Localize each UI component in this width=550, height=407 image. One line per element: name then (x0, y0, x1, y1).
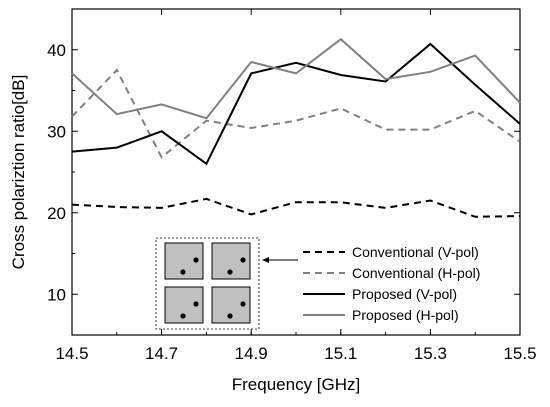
y-tick-label: 40 (47, 41, 66, 60)
series-line-conventional-h-pol (71, 68, 521, 159)
legend-label: Conventional (V-pol) (352, 244, 479, 260)
inset-border (155, 237, 260, 330)
legend-label: Proposed (V-pol) (352, 286, 457, 302)
x-tick-label: 15.1 (324, 344, 357, 363)
x-tick-label: 14.7 (145, 344, 178, 363)
inset-arrow-head (262, 257, 269, 263)
y-tick-label: 30 (47, 122, 66, 141)
feed-point-lower (180, 313, 186, 319)
feed-point-upper (193, 301, 199, 307)
y-axis-title: Cross polariztion ratio[dB] (9, 75, 28, 270)
x-tick-label: 14.9 (235, 344, 268, 363)
antenna-array-layout-icon (155, 237, 298, 330)
legend-label: Proposed (H-pol) (352, 307, 459, 323)
y-tick-label: 10 (47, 285, 66, 304)
series-line-conventional-v-pol (71, 197, 521, 218)
feed-point-lower (227, 313, 233, 319)
series-lines (71, 37, 521, 218)
y-tick-label: 20 (47, 204, 66, 223)
series-line-proposed-h-pol (71, 37, 521, 120)
feed-point-lower (180, 269, 186, 275)
legend: Conventional (V-pol) Conventional (H-pol)… (303, 244, 480, 323)
feed-point-upper (193, 257, 199, 263)
series-line-proposed-v-pol (71, 42, 521, 166)
x-axis-title: Frequency [GHz] (232, 375, 361, 394)
feed-point-upper (240, 257, 246, 263)
x-tick-label: 15.5 (503, 344, 536, 363)
x-tick-label: 14.5 (55, 344, 88, 363)
x-tick-label: 15.3 (414, 344, 447, 363)
feed-point-upper (240, 301, 246, 307)
feed-point-lower (227, 269, 233, 275)
axis-ticks: 14.5 14.7 14.9 15.1 15.3 15.5 10 20 30 40 (47, 8, 537, 363)
legend-label: Conventional (H-pol) (352, 265, 480, 281)
